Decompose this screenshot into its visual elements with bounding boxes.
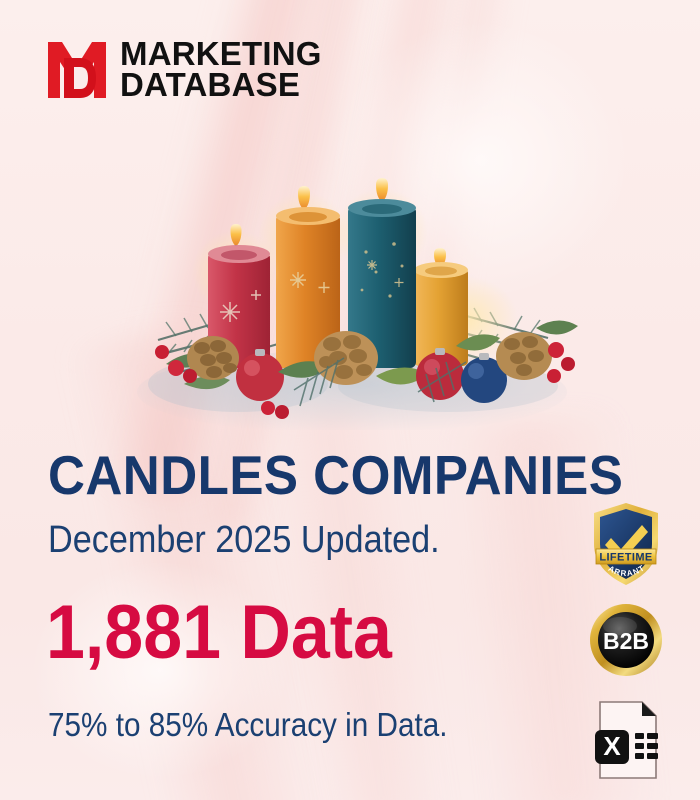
excel-x-label: X	[603, 731, 621, 761]
b2b-label: B2B	[603, 628, 649, 654]
background-highlight	[30, 560, 290, 780]
brand-wordmark: MARKETING DATABASE	[120, 34, 322, 103]
brand-line-1: MARKETING	[120, 34, 322, 72]
md-monogram-icon	[44, 36, 110, 102]
accuracy-note: 75% to 85% Accuracy in Data.	[48, 706, 448, 743]
b2b-badge-icon: B2B	[588, 602, 664, 678]
excel-file-icon: X	[592, 700, 664, 780]
shield-banner-label: LIFETIME	[599, 552, 652, 564]
brand-logo: MARKETING DATABASE	[44, 36, 322, 102]
update-date: December 2025 Updated.	[48, 519, 440, 561]
christmas-candles-illustration	[118, 140, 586, 430]
lifetime-warranty-shield-icon: LIFETIME WARRANTY	[590, 500, 662, 588]
record-count: 1,881 Data	[46, 590, 392, 675]
brand-line-2: DATABASE	[120, 66, 301, 103]
page-title: CANDLES COMPANIES	[48, 444, 624, 506]
